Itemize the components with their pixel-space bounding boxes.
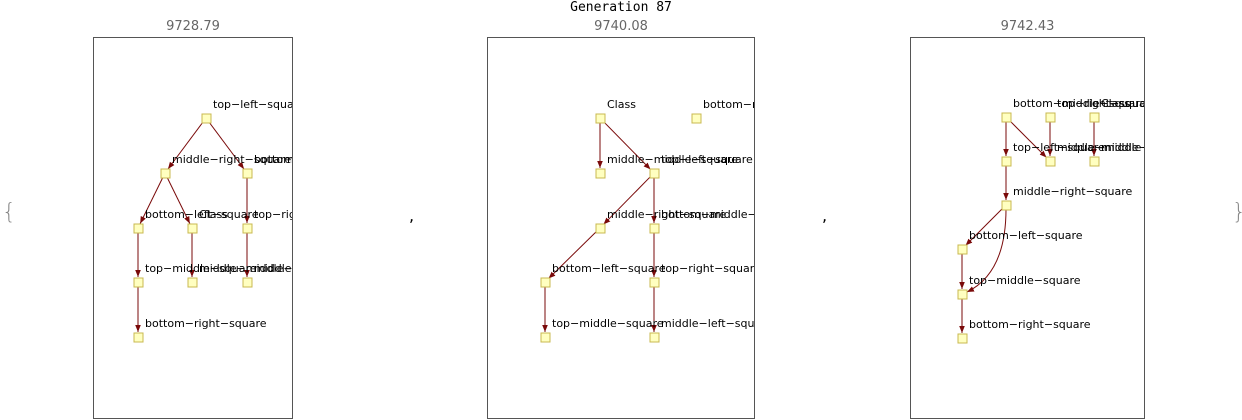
node-label: middle−right−square (172, 153, 292, 166)
graph-node (242, 277, 253, 288)
graph-edge (139, 177, 164, 224)
graph-edge (548, 231, 597, 279)
node-label: top−left−square (1013, 141, 1105, 154)
graph-node (1001, 112, 1012, 123)
panel-score: 9740.08 (594, 19, 648, 34)
graph-node (957, 333, 968, 344)
graph-node (595, 113, 606, 124)
graph-edge (966, 208, 1007, 293)
graph-edge (965, 208, 1003, 246)
graph-node (242, 223, 253, 234)
node-label: top−left−square (661, 153, 753, 166)
graph-canvas: top−left−squaremiddle−right−squarebottom… (133, 98, 293, 343)
graph-node (649, 332, 660, 343)
graph-node (957, 244, 968, 255)
node-label: top−middle−square (969, 274, 1081, 287)
node-label: Class (607, 98, 636, 111)
graph-edge (603, 121, 651, 170)
graph-node (649, 223, 660, 234)
graph-canvas: bottom−middle−squaretop−right−squareClas… (957, 97, 1145, 344)
graph-node (540, 332, 551, 343)
generation-title: Generation 87 (570, 0, 672, 15)
node-label: bottom−middle−square (661, 208, 755, 221)
separator-comma: , (409, 206, 415, 225)
graph-canvas: Class bottom−right−square middle−middle−sq… (540, 98, 755, 343)
graph-node (133, 223, 144, 234)
graph-node (595, 223, 606, 234)
graph-node (133, 277, 144, 288)
node-label: middle−left−square (1101, 141, 1145, 154)
node-label: bottom−middle−square (254, 153, 293, 166)
node-label: top−right−square (254, 208, 293, 221)
node-label: Class (199, 208, 228, 221)
node-label: top−right−square (661, 262, 755, 275)
graph-node (649, 168, 660, 179)
node-label: top−left−square (213, 98, 293, 111)
graph-panel: Class bottom−right−square middle−middle−sq… (487, 37, 755, 419)
node-label: middle−right−square (1013, 185, 1133, 198)
panel-score: 9742.43 (1000, 19, 1055, 34)
graph-node (160, 168, 171, 179)
node-label: bottom−right−square (145, 317, 267, 330)
graph-node (1045, 156, 1056, 167)
graph-node (1001, 156, 1012, 167)
node-label: bottom−left−square (969, 229, 1083, 242)
node-label: top−middle−square (145, 262, 257, 275)
graph-node (133, 332, 144, 343)
node-label: top−right−square (1057, 97, 1145, 110)
node-label: Class (1101, 97, 1130, 110)
node-label: middle−middle−square (1057, 141, 1145, 154)
panel-score: 9728.79 (166, 19, 220, 34)
graph-node (1001, 200, 1012, 211)
node-label: middle−middle−square (199, 262, 293, 275)
node-label: bottom−left−square (145, 208, 259, 221)
graph-node (691, 113, 702, 124)
node-label: middle−left−square (661, 317, 755, 330)
graph-node (649, 277, 660, 288)
graph-node (201, 113, 212, 124)
graph-node (187, 223, 198, 234)
node-label: bottom−right−square (969, 318, 1091, 331)
graph-panel: bottom−middle−squaretop−right−squareClas… (910, 37, 1145, 419)
graph-edge (603, 176, 651, 225)
node-label: bottom−middle−square (1013, 97, 1145, 110)
graph-panel: top−left−squaremiddle−right−squarebottom… (93, 37, 293, 419)
graph-node (1089, 156, 1100, 167)
graph-edge (1009, 120, 1047, 158)
graph-edge (166, 177, 191, 224)
node-label: top−middle−square (552, 317, 664, 330)
close-brace: } (1232, 200, 1242, 225)
node-label: bottom−left−square (552, 262, 666, 275)
node-label: middle−middle−square (607, 153, 738, 166)
separator-comma: , (822, 206, 828, 225)
graph-edge (167, 121, 204, 170)
graph-node (540, 277, 551, 288)
graph-node (957, 289, 968, 300)
graph-edge (208, 121, 245, 170)
node-label: middle−right−square (607, 208, 727, 221)
graph-node (242, 168, 253, 179)
graph-node (1045, 112, 1056, 123)
graph-node (187, 277, 198, 288)
graph-node (595, 168, 606, 179)
node-label: middle−left−square (254, 262, 293, 275)
graph-node (1089, 112, 1100, 123)
open-brace: { (2, 200, 16, 225)
node-label: bottom−right−square (703, 98, 755, 111)
